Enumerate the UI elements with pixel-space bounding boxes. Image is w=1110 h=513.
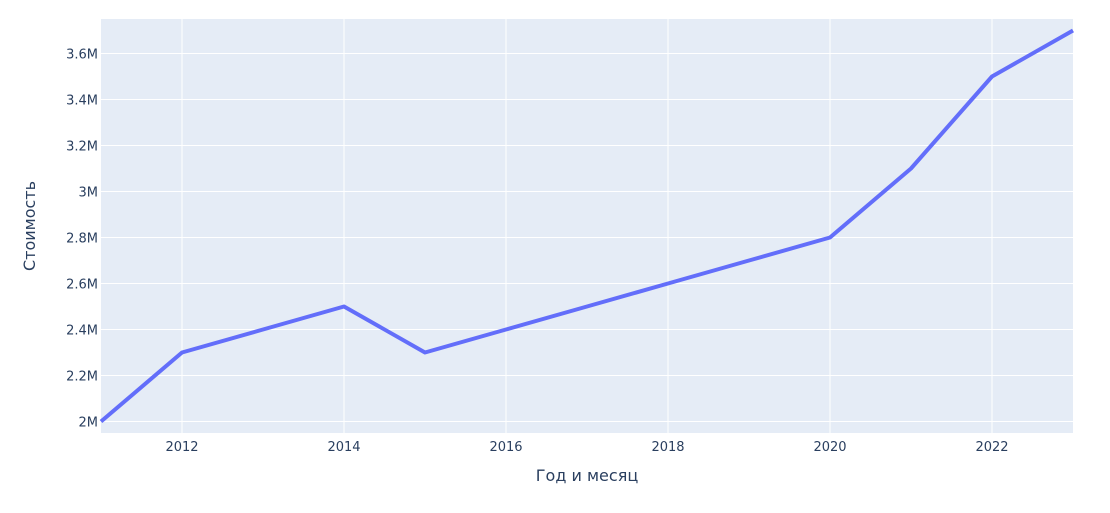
y-tick-label: 3M (79, 186, 99, 201)
y-tick-label: 3.4M (66, 94, 98, 109)
x-tick-label: 2022 (975, 440, 1008, 455)
data-point (180, 351, 184, 355)
y-tick-label: 2.8M (66, 232, 98, 247)
data-point (747, 259, 751, 263)
y-axis-title: Стоимость (20, 181, 39, 271)
data-point (342, 305, 346, 309)
data-point (909, 167, 913, 171)
x-tick-label: 2018 (651, 440, 684, 455)
y-tick-label: 2M (79, 416, 99, 431)
data-point (504, 328, 508, 332)
data-point (990, 75, 994, 79)
y-tick-label: 3.2M (66, 140, 98, 155)
x-tick-labels: 2012 2014 2016 2018 2020 2022 (165, 440, 1008, 455)
y-tick-labels: 2M 2.2M 2.4M 2.6M 2.8M 3M 3.2M 3.4M 3.6M (66, 48, 98, 431)
x-tick-label: 2020 (813, 440, 846, 455)
data-point (261, 328, 265, 332)
x-tick-label: 2016 (489, 440, 522, 455)
y-tick-label: 3.6M (66, 48, 98, 63)
y-tick-label: 2.4M (66, 324, 98, 339)
data-point (585, 305, 589, 309)
x-axis-title: Год и месяц (536, 466, 639, 485)
data-point (666, 282, 670, 286)
x-gridlines (181, 19, 993, 433)
y-tick-label: 2.6M (66, 278, 98, 293)
series-layer (99, 28, 1075, 424)
x-tick-label: 2012 (165, 440, 198, 455)
series-line (99, 28, 1074, 424)
plot-area (101, 19, 1073, 433)
data-point (828, 236, 832, 240)
y-tick-label: 2.2M (66, 370, 98, 385)
data-point (99, 420, 103, 424)
x-tick-label: 2014 (327, 440, 360, 455)
data-point (1071, 29, 1075, 33)
data-point (423, 351, 427, 355)
